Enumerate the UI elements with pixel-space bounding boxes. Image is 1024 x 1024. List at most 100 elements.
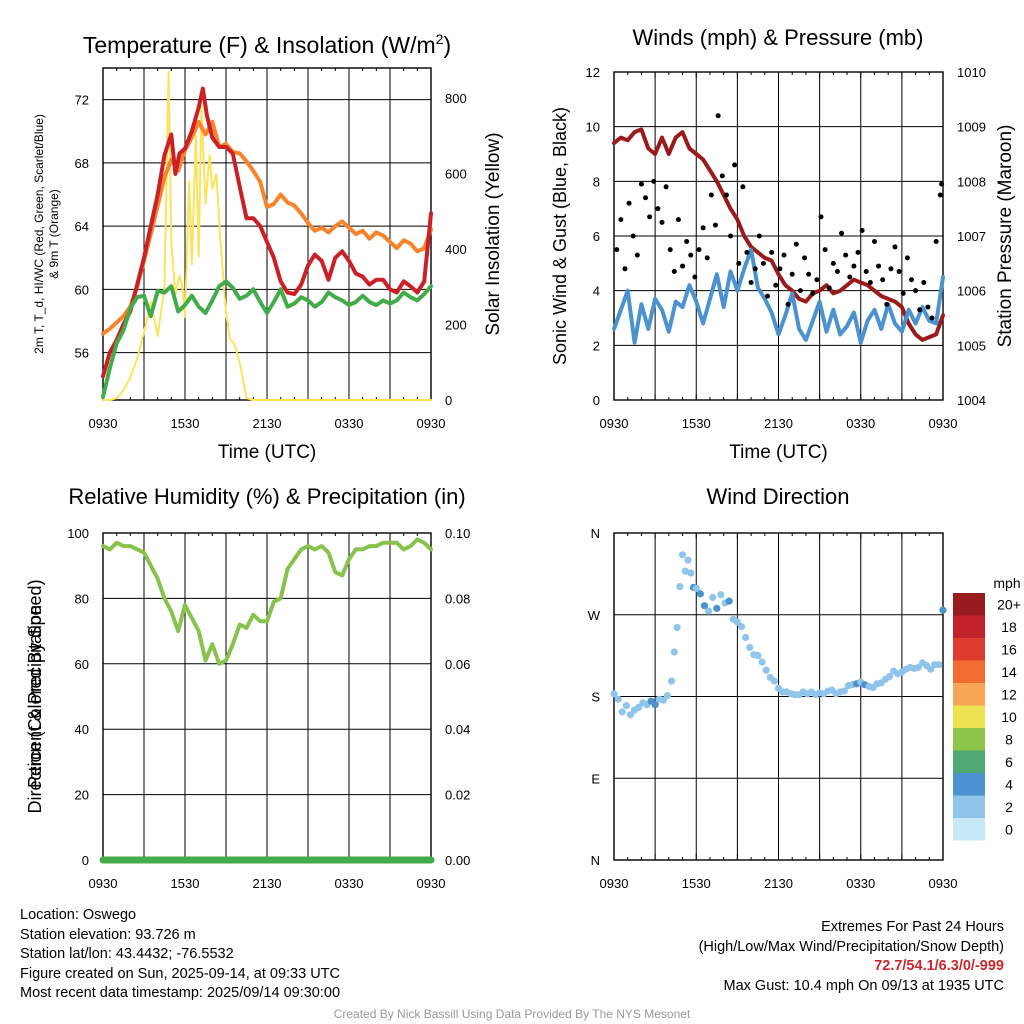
gust-point <box>732 162 738 168</box>
gust-point <box>826 285 832 291</box>
gust-point <box>939 181 945 187</box>
temp-ytick-label: 56 <box>75 346 89 361</box>
rh-ytick-right-label: 0.10 <box>445 526 470 541</box>
direction-point <box>681 567 689 575</box>
gust-point <box>630 233 636 239</box>
temp-ytick-label: 60 <box>75 282 89 297</box>
temp-ytick-right-label: 600 <box>445 167 467 182</box>
colorbar-title: mph <box>993 575 1020 591</box>
direction-point <box>678 551 687 559</box>
colorbar-swatch <box>953 728 985 751</box>
chart-temp: 0930 1530 2130 0330 0930 56 60 64 68 72 0 200 400 600… <box>32 31 504 463</box>
temp-series-temp <box>101 86 433 379</box>
rh-ytick-right-label: 0.08 <box>445 591 470 606</box>
direction-point <box>704 607 713 615</box>
direction-point <box>713 604 721 612</box>
temp-xtick-label: 0930 <box>417 416 446 431</box>
gust-point <box>675 217 681 223</box>
dir-xtick-label: 0930 <box>929 876 958 891</box>
wind-grid <box>613 71 944 401</box>
direction-point <box>939 606 947 614</box>
colorbar-swatch <box>953 660 985 683</box>
colorbar-label: 8 <box>1005 731 1013 747</box>
direction-point <box>737 622 746 631</box>
gust-point <box>708 192 714 198</box>
temp-xtick-label: 0930 <box>89 416 118 431</box>
temp-ytick-right-label: 200 <box>445 318 467 333</box>
wind-ytick-right-label: 1008 <box>957 174 986 189</box>
direction-point <box>622 701 630 710</box>
colorbar-swatch <box>953 638 985 661</box>
wind-ylabel: Sonic Wind & Gust (Blue, Black) <box>550 107 570 365</box>
direction-point <box>770 677 778 685</box>
rh-ytick-right-label: 0.00 <box>445 853 470 868</box>
station-info: Location: Oswego Station elevation: 93.7… <box>20 906 340 1004</box>
wind-ytick-label: 10 <box>586 120 600 135</box>
rh-ytick-right-label: 0.04 <box>445 722 470 737</box>
direction-point <box>663 691 672 700</box>
gust-point <box>704 255 710 261</box>
gust-point <box>626 200 632 206</box>
gust-point <box>712 222 718 228</box>
wind-xtick-label: 2130 <box>764 416 793 431</box>
direction-point <box>742 633 750 642</box>
gust-point <box>851 263 857 269</box>
gust-point <box>765 293 771 299</box>
temp-xtick-label: 0330 <box>335 416 364 431</box>
gust-point <box>797 288 803 294</box>
direction-point <box>840 687 848 695</box>
direction-point <box>885 672 894 681</box>
colorbar-label: 6 <box>1005 754 1013 770</box>
wind-xtick-label: 0330 <box>846 416 875 431</box>
colorbar-label: 4 <box>1005 776 1013 792</box>
gust-point <box>692 274 698 280</box>
temp-xtick-label: 2130 <box>253 416 282 431</box>
temp-ytick-label: 72 <box>75 93 89 108</box>
chart-rh: 0930 1530 2130 0330 09300204060801000.000.02… <box>25 484 470 891</box>
rh-ytick-label: 80 <box>75 591 89 606</box>
direction-point <box>673 623 681 632</box>
gust-point <box>917 307 923 313</box>
gust-point <box>933 238 939 244</box>
wind-ytick-right-label: 1007 <box>957 229 986 244</box>
gust-point <box>655 206 661 212</box>
gust-point <box>667 247 673 253</box>
temp-series-dewpoint <box>101 279 433 399</box>
wind-ytick-right-label: 1005 <box>957 338 986 353</box>
gust-point <box>814 277 820 283</box>
gust-point <box>859 228 865 234</box>
wind-ytick-right-label: 1009 <box>957 120 986 135</box>
rh-ytick-right-label: 0.06 <box>445 657 470 672</box>
gust-point <box>793 241 799 247</box>
wind-ytick-label: 4 <box>593 284 600 299</box>
rh-grid <box>102 532 432 861</box>
gust-point <box>810 290 816 296</box>
direction-point <box>614 695 622 703</box>
rh-ytick-label: 100 <box>67 526 89 541</box>
figure-created: Figure created on Sun, 2025-09-14, at 09… <box>20 965 340 982</box>
dir-ytick-label: N <box>591 853 600 868</box>
gust-point <box>863 269 869 275</box>
temp-ytick-right-label: 800 <box>445 91 467 106</box>
temp-xlabel: Time (UTC) <box>218 442 317 463</box>
colorbar-label: 10 <box>1001 709 1017 725</box>
direction-point <box>709 593 717 602</box>
gust-point <box>684 238 690 244</box>
direction-point <box>758 658 766 666</box>
gust-point <box>929 315 935 321</box>
colorbar-label: 14 <box>1001 664 1017 680</box>
gust-point <box>728 233 734 239</box>
colorbar-swatch <box>953 705 985 728</box>
direction-point <box>700 602 709 610</box>
temp-ytick-label: 64 <box>75 219 89 234</box>
gust-point <box>789 271 795 277</box>
wind-ytick-right-label: 1006 <box>957 284 986 299</box>
temp-xtick-label: 1530 <box>171 416 200 431</box>
temp-ylabel-2: & 9m T (Orange) <box>47 189 61 279</box>
temp-ticks <box>102 68 432 400</box>
gust-point <box>736 260 742 266</box>
gust-point <box>843 252 849 258</box>
dir-xtick-label: 0930 <box>600 876 629 891</box>
wind-ytick-label: 12 <box>586 65 600 80</box>
gust-point <box>696 247 702 253</box>
